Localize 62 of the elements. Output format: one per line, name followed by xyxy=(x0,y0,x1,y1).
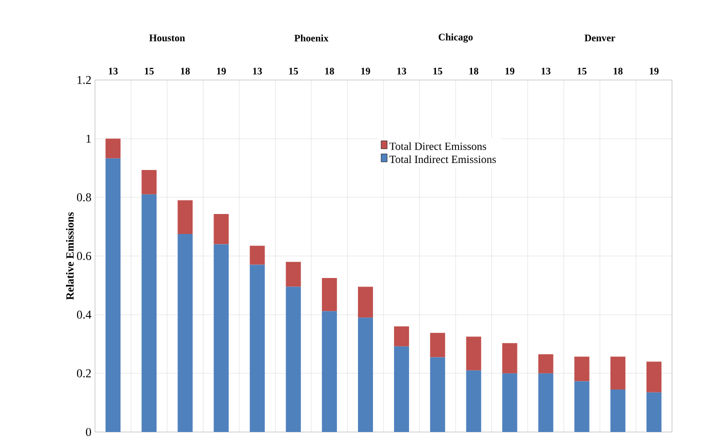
bar xyxy=(394,326,410,346)
x-tick-label: 15 xyxy=(144,68,154,74)
bar xyxy=(358,318,373,432)
bar xyxy=(430,357,446,432)
bar xyxy=(574,381,590,432)
y-tick-label: 0.2 xyxy=(76,369,91,378)
bar xyxy=(646,392,662,432)
y-tick-label: 0 xyxy=(86,428,92,436)
legend-label: Total Indirect Emissions xyxy=(389,155,496,164)
bar xyxy=(322,278,337,312)
x-tick-label: 13 xyxy=(108,68,118,74)
x-tick-label: 13 xyxy=(397,68,406,74)
y-tick-label: 0.8 xyxy=(76,193,92,202)
bar xyxy=(106,138,121,158)
x-tick-label: 15 xyxy=(578,68,586,74)
bar xyxy=(322,311,337,432)
bar xyxy=(250,264,265,432)
x-tick-label: 19 xyxy=(506,68,514,74)
x-tick-label: 18 xyxy=(180,68,190,74)
x-tick-label: 19 xyxy=(650,68,659,74)
bar xyxy=(286,286,301,432)
x-tick-label: 15 xyxy=(289,68,298,74)
x-tick-label: 18 xyxy=(325,68,334,74)
x-tick-label: 18 xyxy=(614,68,623,74)
bar xyxy=(250,246,265,265)
bar xyxy=(358,286,373,318)
y-tick-label: 1 xyxy=(86,134,91,143)
x-tick-label: 18 xyxy=(469,68,478,74)
bar xyxy=(394,346,410,432)
bar xyxy=(178,200,193,234)
bar xyxy=(430,332,446,358)
bar xyxy=(142,194,157,432)
bar xyxy=(538,354,554,374)
bar xyxy=(502,343,518,374)
bar xyxy=(646,362,662,392)
bar xyxy=(214,244,229,432)
y-axis-title: Relative Emissions xyxy=(66,212,74,300)
x-tick-label: 13 xyxy=(253,68,262,74)
bar xyxy=(610,389,626,432)
legend-label: Total Direct Emissons xyxy=(389,142,486,150)
text: Chicago xyxy=(438,33,473,43)
x-tick-label: 15 xyxy=(433,68,442,74)
text: Houston xyxy=(149,34,185,42)
bar xyxy=(106,158,121,432)
x-tick-label: 19 xyxy=(217,68,226,74)
bar xyxy=(574,356,590,382)
bar xyxy=(466,370,482,432)
y-tick-label: 0.4 xyxy=(76,310,92,319)
text: Phoenix xyxy=(294,34,328,42)
bar xyxy=(142,170,157,194)
y-tick-label: 0.6 xyxy=(76,252,92,260)
bar xyxy=(214,214,229,244)
text: Denver xyxy=(584,34,616,42)
bar xyxy=(502,373,518,432)
bar xyxy=(466,336,482,370)
bar xyxy=(538,373,554,432)
bar xyxy=(286,262,301,287)
y-tick-label: 1.2 xyxy=(78,76,91,84)
x-tick-label: 19 xyxy=(361,68,370,74)
x-tick-label: 13 xyxy=(542,68,550,74)
bar xyxy=(610,356,626,390)
bar xyxy=(178,234,193,432)
